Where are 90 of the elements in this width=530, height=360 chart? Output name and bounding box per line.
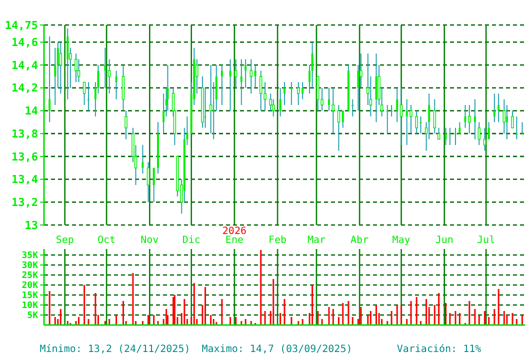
- candlestick: [386, 104, 388, 134]
- candlestick: [511, 110, 514, 128]
- candlestick: [410, 104, 412, 134]
- candlestick: [279, 87, 282, 117]
- candlestick: [59, 42, 62, 94]
- candlestick: [342, 110, 344, 128]
- candlestick: [297, 82, 300, 106]
- candlestick: [104, 47, 106, 88]
- candlestick: [437, 127, 440, 140]
- y-tick-label: 13,8: [12, 127, 38, 140]
- candlestick: [115, 70, 118, 100]
- candlestick: [250, 58, 253, 94]
- candlestick: [516, 116, 518, 140]
- x-tick-label: Ene: [225, 235, 244, 246]
- candlestick: [66, 28, 69, 100]
- x-tick-label: Dic: [182, 235, 200, 246]
- x-tick-label: Oct: [98, 235, 116, 246]
- candlestick: [229, 58, 232, 112]
- y-tick-label: 30K: [22, 261, 39, 272]
- y-tick-label: 20K: [22, 281, 39, 292]
- x-tick-label: Nov: [140, 235, 159, 246]
- candlestick: [390, 104, 393, 117]
- candlestick: [124, 110, 128, 140]
- candlestick: [444, 127, 447, 146]
- candlestick: [204, 87, 206, 128]
- candlestick: [82, 82, 86, 106]
- candlestick: [328, 87, 330, 112]
- candlestick: [152, 167, 155, 203]
- x-tick-label: Mar: [307, 235, 326, 246]
- candlestick: [464, 104, 466, 128]
- candlestick: [108, 58, 111, 94]
- candlestick: [234, 58, 238, 88]
- candlestick: [220, 64, 223, 106]
- y-tick-label: 35K: [22, 251, 39, 262]
- y-tick-label: 5K: [27, 311, 39, 322]
- candlestick: [488, 122, 490, 140]
- x-tick-label: May: [392, 235, 410, 246]
- candlestick: [396, 87, 398, 123]
- candlestick: [74, 53, 78, 83]
- candlestick: [259, 70, 262, 112]
- x-tick-label: Jun: [435, 235, 454, 246]
- y-tick-label: 15K: [22, 291, 39, 302]
- candlestick: [352, 98, 354, 117]
- candlestick: [48, 36, 51, 123]
- x-tick-label: Jul: [477, 235, 496, 246]
- candlestick: [478, 122, 481, 146]
- y-tick-label: 14,75: [4, 18, 38, 32]
- text: Maximo: 14,7 (03/09/2025): [202, 344, 352, 355]
- y-tick-label: 13: [24, 218, 38, 232]
- candlestick: [433, 98, 436, 134]
- candlestick: [375, 53, 378, 123]
- y-tick-label: 14: [24, 104, 38, 118]
- y-tick-label: 10K: [22, 301, 39, 312]
- x-tick-label: Abr: [350, 235, 369, 246]
- x-tick-label: Sep: [56, 235, 74, 246]
- candlestick: [122, 64, 125, 112]
- candlestick: [316, 76, 320, 112]
- candlestick: [498, 93, 500, 123]
- candlestick: [400, 87, 403, 146]
- y-tick-label: 13,6: [12, 150, 38, 164]
- candlestick: [415, 110, 418, 134]
- text: 2026: [222, 226, 246, 237]
- candlestick: [332, 87, 335, 134]
- y-tick-label: 14,4: [12, 58, 38, 72]
- candlestick: [337, 104, 340, 152]
- candlestick: [146, 162, 150, 203]
- candlestick: [493, 93, 496, 123]
- candlestick: [506, 104, 508, 140]
- candlestick: [448, 127, 451, 146]
- y-tick-label: 14,6: [12, 36, 38, 49]
- candlestick: [521, 122, 524, 135]
- x-tick-label: Feb: [268, 235, 287, 246]
- y-tick-label: 13,2: [12, 196, 38, 209]
- text: Mínimo: 13,2 (24/11/2025): [40, 344, 190, 355]
- candlestick: [284, 82, 286, 106]
- candlestick: [240, 58, 242, 106]
- candlestick: [290, 82, 292, 106]
- candlestick: [244, 58, 247, 88]
- text: Variación: 11%: [396, 344, 482, 355]
- candlestick: [254, 64, 256, 88]
- candlestick: [360, 53, 362, 88]
- candlestick: [483, 127, 486, 152]
- y-tick-label: 14,2: [12, 82, 38, 95]
- candlestick: [142, 144, 144, 174]
- candlestick: [454, 127, 456, 146]
- y-tick-label: 13,4: [12, 173, 38, 186]
- candlestick: [87, 82, 90, 112]
- candlestick: [474, 98, 476, 140]
- candlestick: [468, 104, 471, 134]
- y-tick-label: 25K: [22, 271, 39, 282]
